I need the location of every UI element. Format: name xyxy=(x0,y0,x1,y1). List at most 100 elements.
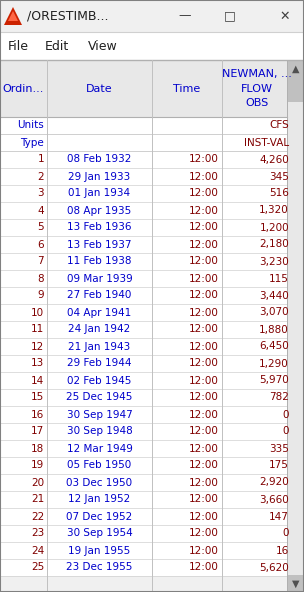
Text: 29 Feb 1944: 29 Feb 1944 xyxy=(67,359,132,368)
Text: 5,970: 5,970 xyxy=(259,375,289,385)
Text: 13 Feb 1936: 13 Feb 1936 xyxy=(67,223,132,233)
Text: 12:00: 12:00 xyxy=(189,223,219,233)
Text: 01 Jan 1934: 01 Jan 1934 xyxy=(68,188,130,198)
Text: 08 Apr 1935: 08 Apr 1935 xyxy=(67,205,132,215)
Bar xyxy=(0,355,287,372)
Text: 22: 22 xyxy=(31,511,44,522)
Text: 12:00: 12:00 xyxy=(189,392,219,403)
Text: 0: 0 xyxy=(282,426,289,436)
Bar xyxy=(0,151,287,168)
Bar xyxy=(0,60,287,117)
Bar xyxy=(287,60,304,77)
Text: 147: 147 xyxy=(269,511,289,522)
Bar xyxy=(0,440,287,457)
Text: File: File xyxy=(8,40,29,53)
Text: □: □ xyxy=(224,9,236,22)
Text: 12:00: 12:00 xyxy=(189,342,219,352)
Text: —: — xyxy=(179,9,191,22)
Bar xyxy=(0,304,287,321)
Bar xyxy=(0,253,287,270)
Text: 4: 4 xyxy=(37,205,44,215)
Text: 12:00: 12:00 xyxy=(189,375,219,385)
Bar xyxy=(0,134,287,151)
Text: 17: 17 xyxy=(31,426,44,436)
Bar xyxy=(0,457,287,474)
Text: 13: 13 xyxy=(31,359,44,368)
Text: 175: 175 xyxy=(269,461,289,471)
Bar xyxy=(0,117,287,134)
Text: 11 Feb 1938: 11 Feb 1938 xyxy=(67,256,132,266)
Text: 12:00: 12:00 xyxy=(189,256,219,266)
Text: 6: 6 xyxy=(37,240,44,249)
Text: 23: 23 xyxy=(31,529,44,539)
Bar xyxy=(0,372,287,389)
Text: 4,260: 4,260 xyxy=(259,155,289,165)
Text: 3,660: 3,660 xyxy=(259,494,289,504)
Text: 115: 115 xyxy=(269,274,289,284)
Text: 12:00: 12:00 xyxy=(189,240,219,249)
Text: Time: Time xyxy=(173,83,201,94)
Text: View: View xyxy=(88,40,118,53)
Text: 12:00: 12:00 xyxy=(189,205,219,215)
Text: 12:00: 12:00 xyxy=(189,291,219,301)
Text: 07 Dec 1952: 07 Dec 1952 xyxy=(66,511,133,522)
Text: 335: 335 xyxy=(269,443,289,453)
Bar xyxy=(0,491,287,508)
Bar xyxy=(287,77,304,102)
Text: 2: 2 xyxy=(37,172,44,182)
Text: 23 Dec 1955: 23 Dec 1955 xyxy=(66,562,133,572)
Text: 1,200: 1,200 xyxy=(259,223,289,233)
Text: 12:00: 12:00 xyxy=(189,529,219,539)
Text: FLOW: FLOW xyxy=(241,83,273,94)
Text: 04 Apr 1941: 04 Apr 1941 xyxy=(67,307,132,317)
Text: 19: 19 xyxy=(31,461,44,471)
Text: 21: 21 xyxy=(31,494,44,504)
Text: 16: 16 xyxy=(31,410,44,420)
Text: 19 Jan 1955: 19 Jan 1955 xyxy=(68,545,131,555)
Bar xyxy=(0,202,287,219)
Text: NEWMAN, ...: NEWMAN, ... xyxy=(222,69,292,79)
Text: ▲: ▲ xyxy=(292,63,299,73)
Text: Date: Date xyxy=(86,83,113,94)
Bar xyxy=(0,321,287,338)
Text: 8: 8 xyxy=(37,274,44,284)
Text: 12:00: 12:00 xyxy=(189,155,219,165)
Text: 9: 9 xyxy=(37,291,44,301)
Bar xyxy=(0,423,287,440)
Text: 3,230: 3,230 xyxy=(259,256,289,266)
Polygon shape xyxy=(8,11,18,21)
Text: 12:00: 12:00 xyxy=(189,426,219,436)
Bar xyxy=(0,389,287,406)
Text: 1,290: 1,290 xyxy=(259,359,289,368)
Text: 5,620: 5,620 xyxy=(259,562,289,572)
Text: INST-VAL: INST-VAL xyxy=(244,137,289,147)
Text: 12:00: 12:00 xyxy=(189,172,219,182)
Text: 02 Feb 1945: 02 Feb 1945 xyxy=(67,375,132,385)
Bar xyxy=(287,575,304,592)
Text: 29 Jan 1933: 29 Jan 1933 xyxy=(68,172,131,182)
Text: 0: 0 xyxy=(282,410,289,420)
Text: Units: Units xyxy=(17,121,44,130)
Text: 12:00: 12:00 xyxy=(189,443,219,453)
Text: 11: 11 xyxy=(31,324,44,334)
Bar xyxy=(0,474,287,491)
Text: 03 Dec 1950: 03 Dec 1950 xyxy=(67,478,133,487)
Text: 1,880: 1,880 xyxy=(259,324,289,334)
Text: 30 Sep 1947: 30 Sep 1947 xyxy=(67,410,132,420)
Text: 30 Sep 1948: 30 Sep 1948 xyxy=(67,426,132,436)
Text: 12:00: 12:00 xyxy=(189,461,219,471)
Bar xyxy=(0,168,287,185)
Text: 14: 14 xyxy=(31,375,44,385)
Text: 345: 345 xyxy=(269,172,289,182)
Bar xyxy=(0,525,287,542)
Bar xyxy=(0,0,304,32)
Text: 08 Feb 1932: 08 Feb 1932 xyxy=(67,155,132,165)
Text: 21 Jan 1943: 21 Jan 1943 xyxy=(68,342,131,352)
Bar xyxy=(0,406,287,423)
Text: ▼: ▼ xyxy=(292,578,299,588)
Text: 20: 20 xyxy=(31,478,44,487)
Text: 16: 16 xyxy=(276,545,289,555)
Text: 12:00: 12:00 xyxy=(189,324,219,334)
Text: 05 Feb 1950: 05 Feb 1950 xyxy=(67,461,132,471)
Text: 09 Mar 1939: 09 Mar 1939 xyxy=(67,274,132,284)
